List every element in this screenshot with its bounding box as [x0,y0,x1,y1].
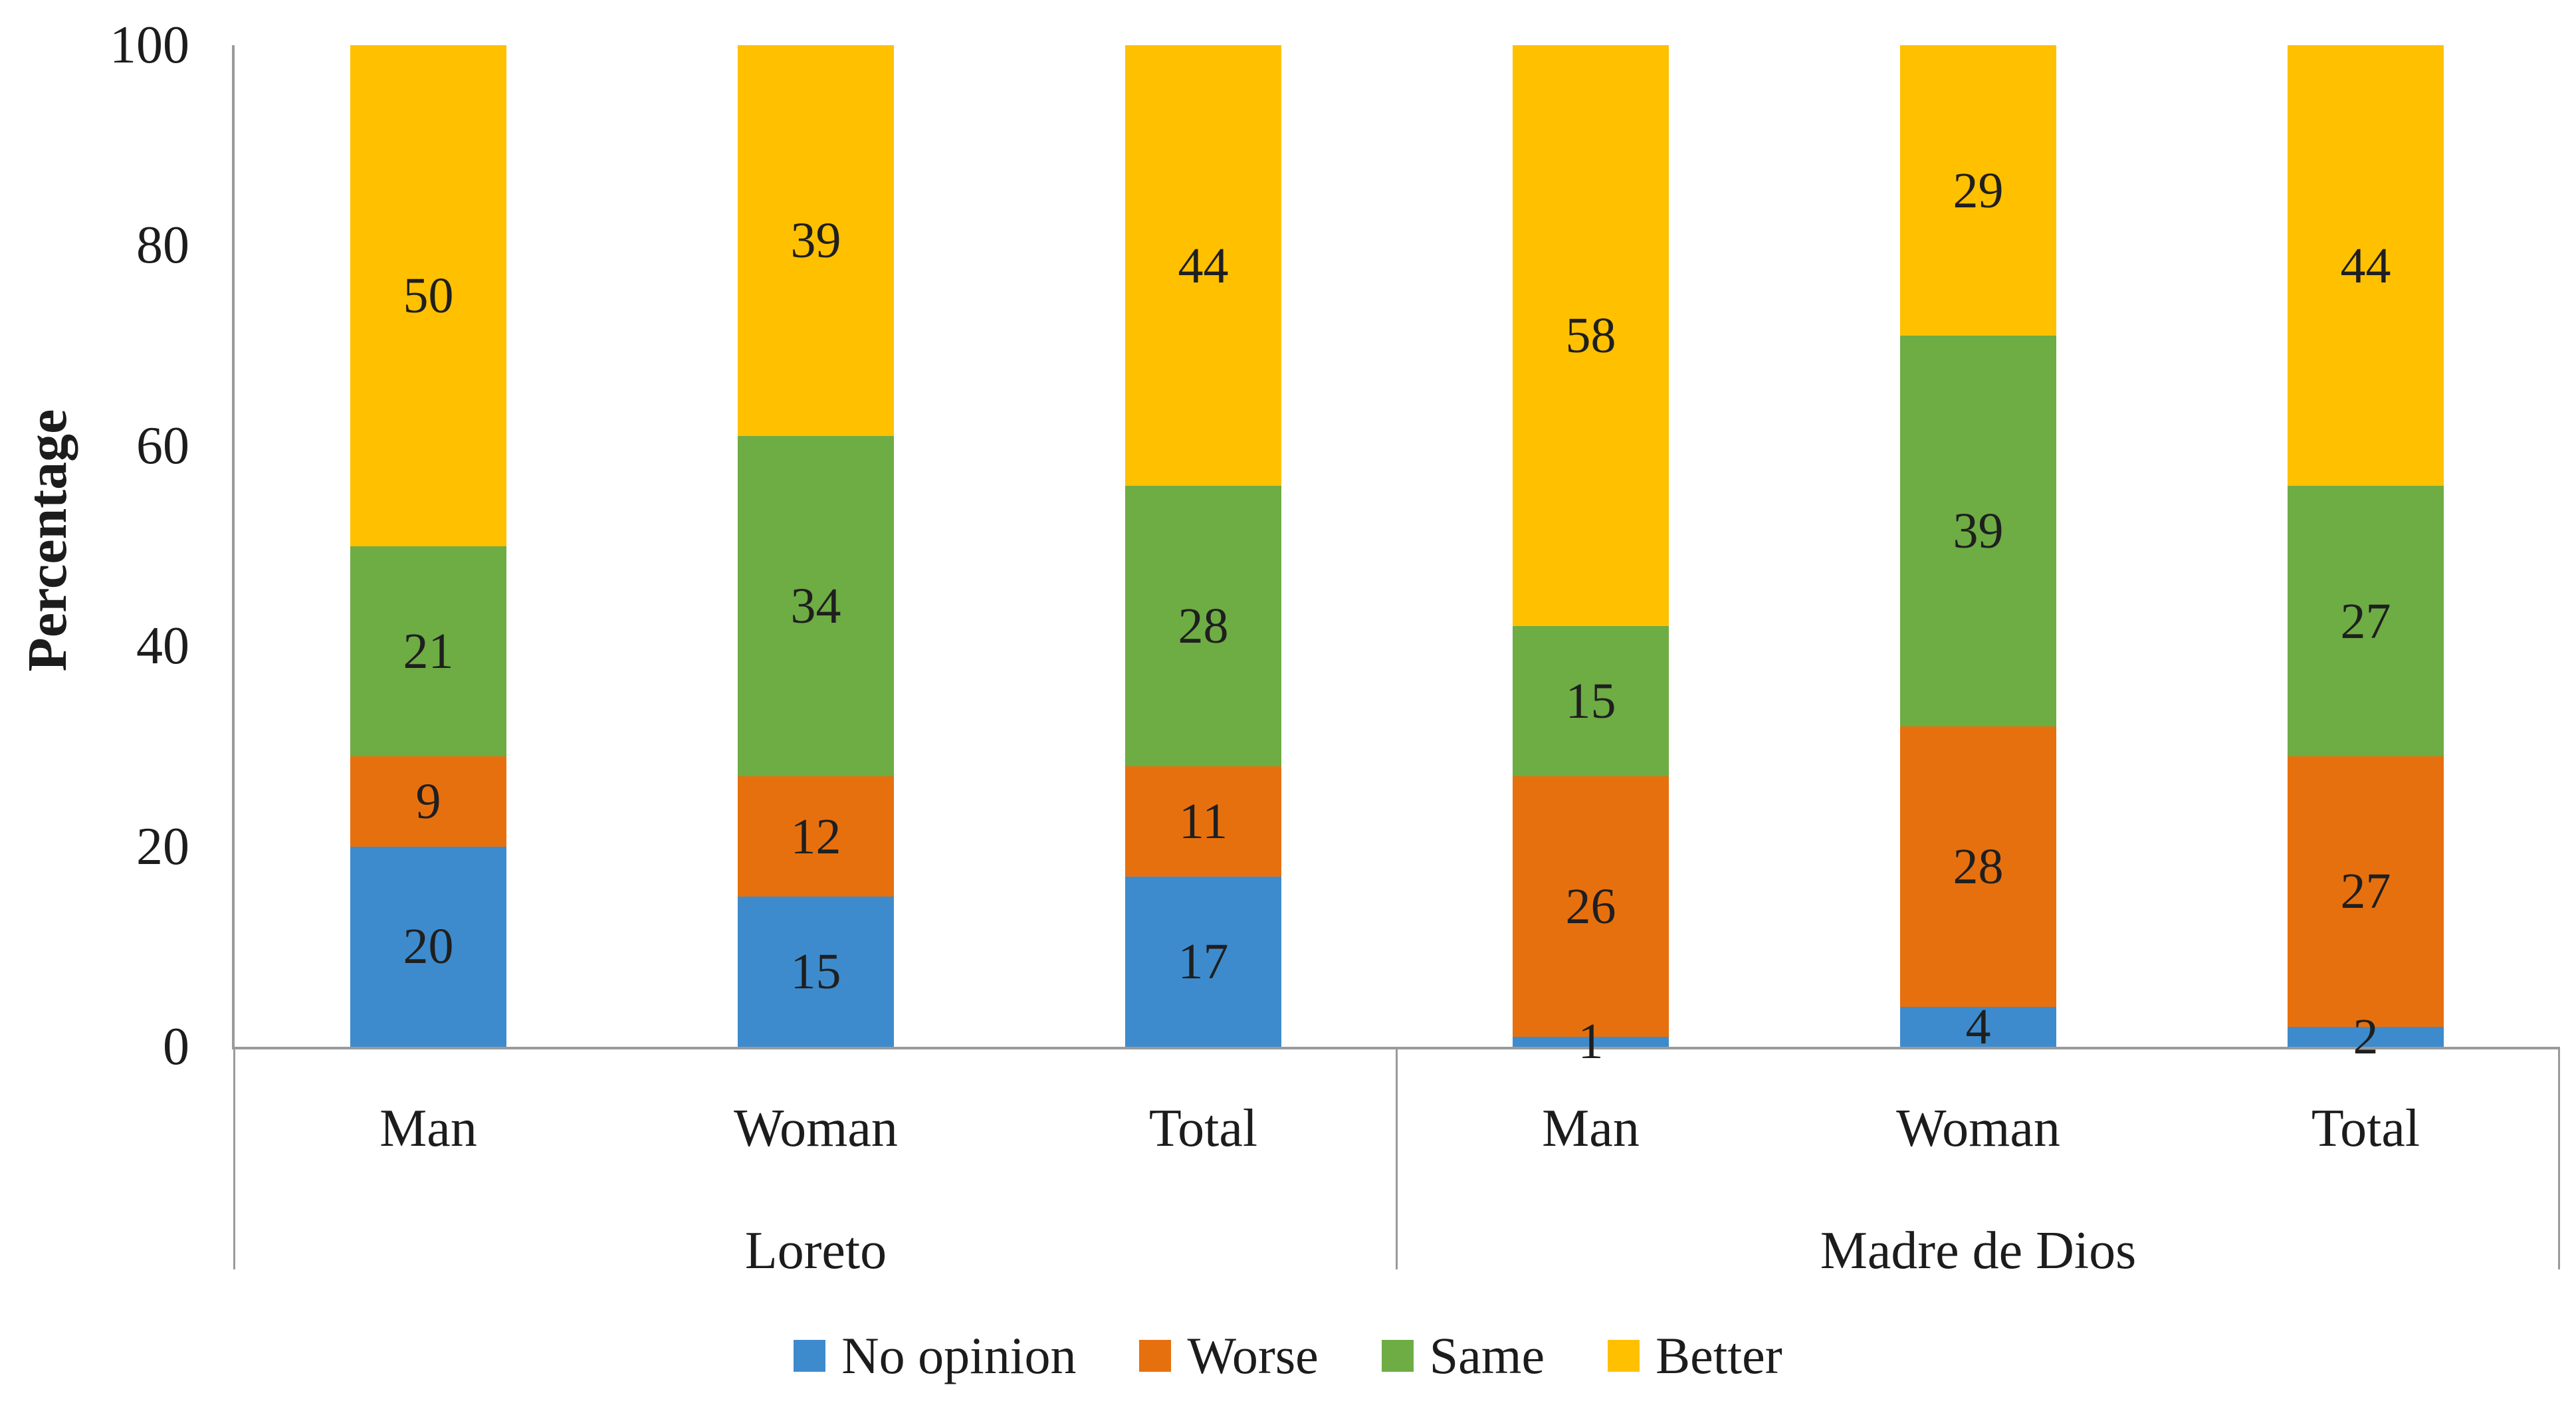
bar-segment [738,435,894,777]
bar-value-label: 12 [790,808,841,865]
bar-segment [2288,1026,2444,1047]
category-divider [2558,1047,2560,1269]
bar-value-label: 21 [403,623,454,679]
x-category-label: Total [1148,1099,1258,1158]
bar-value-label: 4 [1965,998,1991,1055]
legend-label: Better [1656,1327,1782,1384]
bar-segment [1513,45,1669,627]
x-category-label: Total [2311,1099,2420,1158]
bar-value-label: 15 [790,943,841,1000]
legend-item: No opinion [794,1326,1076,1386]
x-category-label: Man [1542,1099,1640,1158]
bar-value-label: 20 [403,919,454,975]
bar-segment [350,846,506,1047]
bar-segment [2288,45,2444,487]
bar-segment [1900,336,2056,726]
bar-segment [2288,756,2444,1027]
bar-segment [2288,486,2444,756]
bar-value-label: 39 [790,212,841,269]
bar-segment [350,546,506,756]
bar-segment [1900,726,2056,1007]
bar-value-label: 27 [2340,863,2391,920]
legend-swatch [1608,1340,1640,1372]
x-category-label: Man [379,1099,477,1158]
bar-value-label: 17 [1178,933,1229,990]
y-tick-label: 0 [163,1018,189,1076]
legend-swatch [1139,1340,1172,1372]
bar-value-label: 29 [1953,162,2004,219]
bar-value-label: 15 [1565,673,1616,730]
y-axis-line [232,45,235,1047]
bar-segment [738,45,894,436]
x-category-label: Woman [1896,1099,2060,1158]
bar-value-label: 9 [415,773,441,829]
bar-segment [350,756,506,847]
bar-value-label: 34 [790,578,841,634]
category-divider [1396,1047,1398,1269]
y-tick-label: 100 [110,16,189,74]
bar-value-label: 39 [1953,502,2004,559]
bar-value-label: 27 [2340,593,2391,649]
bar-segment [1900,1006,2056,1047]
y-tick-label: 80 [136,216,189,275]
bar-segment [738,776,894,897]
legend-item: Worse [1139,1326,1319,1386]
category-divider [233,1047,235,1269]
bar-value-label: 44 [2340,237,2391,294]
bar-value-label: 44 [1178,237,1229,294]
bar-value-label: 11 [1178,793,1228,849]
bar-value-label: 58 [1565,308,1616,364]
bar-value-label: 2 [2353,1008,2379,1065]
bar-segment [1125,45,1281,487]
bar-value-label: 1 [1578,1014,1604,1070]
bar-segment [350,45,506,546]
bar-value-label: 26 [1565,879,1616,935]
bar-value-label: 28 [1178,598,1229,655]
legend: No opinion Worse Same Better [0,1319,2576,1392]
legend-label: No opinion [841,1327,1077,1384]
legend-swatch [1381,1340,1414,1372]
legend-swatch [794,1340,826,1372]
bar-segment [1513,1036,1669,1047]
legend-item: Same [1381,1326,1545,1386]
legend-label: Same [1429,1327,1545,1384]
legend-item: Better [1608,1326,1782,1386]
bar-segment [1125,486,1281,767]
y-tick-label: 20 [136,817,189,876]
bar-segment [738,896,894,1047]
bar-segment [1513,776,1669,1037]
bar-value-label: 28 [1953,838,2004,895]
bar-segment [1125,876,1281,1047]
y-tick-label: 40 [136,617,189,676]
x-group-label: Loreto [744,1222,887,1280]
legend-label: Worse [1187,1327,1319,1384]
bar-value-label: 50 [403,267,454,324]
bar-segment [1513,626,1669,777]
bar-segment [1125,766,1281,877]
bar-segment [1900,45,2056,336]
y-tick-label: 60 [136,416,189,475]
x-category-label: Woman [734,1099,898,1158]
x-group-label: Madre de Dios [1820,1222,2137,1280]
